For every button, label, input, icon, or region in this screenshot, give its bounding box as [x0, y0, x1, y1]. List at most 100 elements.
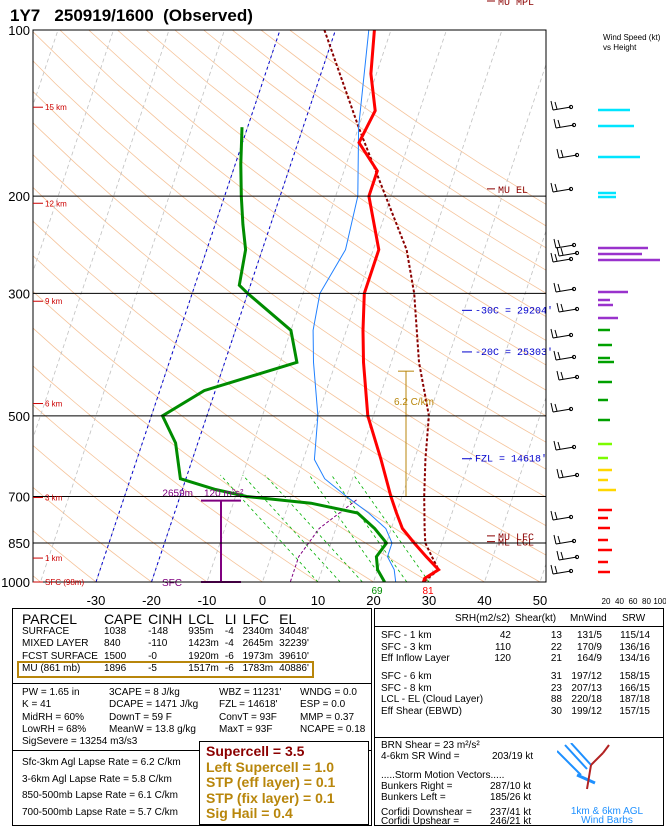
- brn-shear: BRN Shear = 23 m²/s²: [381, 740, 480, 751]
- corfidi-down-value: 237/41 kt: [490, 807, 532, 818]
- bunkers-left-value: 185/26 kt: [490, 792, 532, 803]
- dry-adiabat: [33, 365, 319, 582]
- wind-barb-staff: [555, 244, 575, 249]
- pressure-label: 100: [8, 23, 30, 38]
- parcel-row-mu: MU (861 mb) 1896 -5 1517m -6 1783m 40886': [17, 661, 314, 678]
- dry-adiabat: [33, 444, 208, 582]
- wind-barb-end: [568, 256, 574, 262]
- dry-adiabat: [117, 30, 546, 341]
- wind-barb-flag: [550, 510, 554, 521]
- kinematic-cell: 30: [550, 705, 562, 717]
- el-header: EL: [279, 611, 297, 627]
- wind-barb-end: [571, 242, 577, 248]
- wind-barb-end: [574, 306, 580, 312]
- surface-temperature-label: 81: [422, 586, 434, 597]
- pressure-label: 1000: [1, 575, 30, 590]
- dry-adiabat: [59, 30, 546, 391]
- wind-barb-staff: [558, 376, 578, 381]
- lcl-header: LCL: [188, 611, 214, 627]
- wind-barb-flag: [556, 148, 560, 159]
- annotation-label: MU LFC: [498, 533, 534, 544]
- kinematic-cell: 164/9: [576, 653, 602, 664]
- height-label: 12 km: [45, 199, 67, 208]
- kinematic-cell: SFC - 8 km: [381, 682, 432, 694]
- wind-barb-flag: [553, 282, 557, 293]
- moist-adiabat: [353, 474, 430, 582]
- inflow-top-height: 2659m: [162, 489, 193, 500]
- wind-barb-end: [574, 250, 580, 256]
- wind-barb-end: [571, 122, 577, 128]
- moist-adiabat: [308, 474, 385, 582]
- wind-barb-flag: [554, 101, 558, 110]
- pressure-label: 200: [8, 189, 30, 204]
- kinematic-cell: 23: [550, 682, 562, 694]
- wind-barb-flag: [553, 118, 557, 129]
- wind-barb-flag: [550, 182, 554, 193]
- wind-barb-flag: [560, 247, 564, 256]
- lapse-rate-label: 6.2 C/km: [394, 397, 434, 408]
- lfc-header: LFC: [242, 611, 270, 627]
- wind-barb-flag: [560, 303, 564, 312]
- wind-barb-flag: [553, 440, 557, 451]
- downdraft-profile: [289, 499, 357, 582]
- parcel-row-mixed: MIXED LAYER 840 -110 1423m -4 2645m 32239': [22, 638, 309, 649]
- isotherm-line: [373, 63, 546, 582]
- corfidi-up-value: 246/21 kt: [490, 816, 532, 827]
- kinematic-cell: 110: [495, 641, 511, 653]
- height-label: 1 km: [45, 554, 63, 563]
- dry-adiabat: [33, 91, 546, 470]
- isotherm-line: [206, 30, 392, 582]
- kinematic-cell: 197/12: [571, 671, 602, 682]
- isotherm-line: [151, 30, 336, 582]
- wind-barb-staff: [558, 154, 578, 159]
- bunkers-right-value: 287/10 kt: [490, 781, 532, 792]
- indices-col3: WBZ = 11231' FZL = 14618' ConvT = 93F MaxT …: [219, 687, 282, 735]
- wind-barb-staff: [552, 516, 572, 521]
- isotherm-line: [262, 30, 447, 582]
- moist-adiabat: [264, 474, 363, 582]
- wind-barb-flag: [550, 252, 554, 263]
- wind-barb-staff: [555, 288, 575, 293]
- isotherm-line: [428, 229, 546, 582]
- wind-barb-flag: [556, 302, 560, 313]
- kinematic-cell: 170/9: [576, 641, 602, 653]
- wind-barb-end: [568, 332, 574, 338]
- dry-adiabat: [88, 30, 546, 366]
- wind-barb-end: [574, 472, 580, 478]
- kinematic-cell: 115/14: [620, 630, 650, 641]
- wind-barb-end: [571, 354, 577, 360]
- dry-adiabat: [33, 154, 546, 527]
- wind-height-label: vs Height: [603, 43, 637, 52]
- parcel-header: PARCEL: [22, 611, 77, 627]
- parcel-profile: [323, 30, 440, 582]
- kinematic-cell: 220/18: [571, 694, 602, 705]
- inflow-sfc-label: SFC: [162, 578, 182, 589]
- kinematic-cell: 13: [550, 630, 562, 641]
- wind-barb-flag: [554, 253, 558, 262]
- dry-adiabat: [33, 60, 546, 443]
- wind-scale-label: 80: [642, 597, 651, 606]
- wind-barb-flag: [557, 535, 561, 544]
- kinematic-cell: 88: [550, 694, 562, 705]
- wind-barb-staff: [552, 258, 572, 263]
- wind-barb-flag: [560, 371, 564, 380]
- pressure-label: 300: [8, 286, 30, 301]
- dry-adiabat: [203, 30, 546, 271]
- dry-adiabat: [33, 220, 541, 582]
- barb-label-2: Wind Barbs: [581, 815, 633, 825]
- kinematic-cell: SFC - 6 km: [381, 671, 432, 682]
- sr-wind-value: 203/19 kt: [492, 751, 534, 762]
- wind-barb-flag: [556, 370, 560, 381]
- dry-adiabat: [33, 486, 153, 582]
- wind-barb-flag: [556, 550, 560, 561]
- temperature-tick-label: -20: [142, 593, 161, 606]
- kinematic-cell: 207/13: [571, 682, 602, 694]
- height-label: SFC (98m): [45, 578, 84, 587]
- wind-scale-label: 40: [615, 597, 624, 606]
- composite-box: Supercell = 3.5 Left Supercell = 1.0 STP…: [199, 741, 369, 825]
- temperature-tick-label: 50: [533, 593, 547, 606]
- mnwind-header: MnWind: [570, 613, 607, 624]
- pressure-label: 700: [8, 489, 30, 504]
- wind-barb-end: [574, 152, 580, 158]
- bunkers-right-label: Bunkers Right =: [381, 781, 453, 792]
